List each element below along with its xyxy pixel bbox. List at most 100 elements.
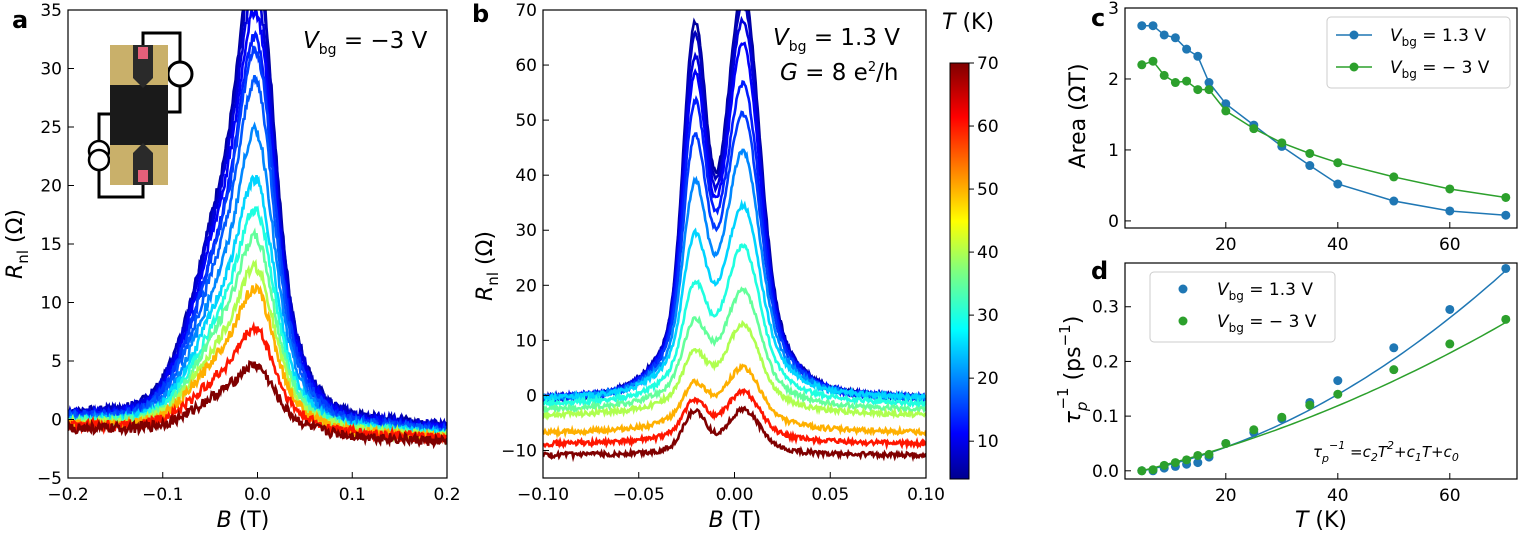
y-tick-label: 1 [1108,141,1119,161]
point-c-0-13 [1445,206,1455,216]
colorbar-tick-label: 20 [977,369,999,389]
point-d-0-12 [1389,343,1399,353]
point-c-0-7 [1221,99,1231,109]
panel-d-ylabel: τp−1 (ps−1) [1054,316,1091,425]
x-tick-label: 0.05 [811,485,849,505]
y-tick-label: 10 [515,331,537,351]
panel-a-xlabel: B (T) [217,508,270,533]
panel-c-ylabel: Area (ΩT) [1066,63,1091,168]
colorbar-tick-label: 60 [977,117,999,137]
panel-d-xlabel: T (K) [1295,508,1347,533]
colorbar-tick-label: 50 [977,180,999,200]
point-d-1-2 [1159,460,1169,470]
panel-b-g-annotation: G = 8 e2/h [780,60,898,86]
panel-b-xlabel: B (T) [709,508,762,533]
y-tick-label: 10 [40,294,62,314]
panel-d: 20 40 60 0.0 0.1 0.2 0.3 Vbg = 1.3 V Vbg = − 3… [1054,257,1518,533]
panel-c-ticks: 20 40 60 0 1 2 3 [1108,0,1460,255]
panel-b-ticks: −0.10 −0.05 0.00 0.05 0.10 −10 0 10 20 30 40 50 60 70 [501,1,945,505]
panel-d-label: d [1091,257,1108,285]
panel-c-legend: Vbg = 1.3 V Vbg = − 3 V [1326,16,1511,89]
point-d-1-9 [1277,412,1287,422]
point-c-1-2 [1159,70,1169,80]
point-c-1-0 [1137,60,1147,70]
y-tick-label: 0 [526,386,537,406]
x-tick-label: −0.05 [613,485,665,505]
x-tick-label: −0.2 [47,485,88,505]
panel-a-label: a [12,6,28,34]
curve-b-T13 [543,79,926,404]
panel-d-frame [1124,262,1518,480]
point-c-0-4 [1182,44,1192,54]
point-d-1-10 [1305,400,1315,410]
point-c-0-2 [1159,30,1169,40]
point-c-1-14 [1501,192,1511,202]
x-tick-label: 0.1 [339,485,366,505]
y-tick-label: 0.3 [1092,298,1119,318]
y-tick-label: 30 [40,60,62,80]
colorbar-tick-label: 10 [977,432,999,452]
y-tick-label: −5 [37,469,62,489]
point-c-0-0 [1137,21,1147,31]
y-tick-label: 15 [40,235,62,255]
panel-a: −0.2 −0.1 0.0 0.1 0.2 −5 0 5 10 15 20 25 30 35 Vbg = … [3,1,461,533]
fit-d-1 [1141,321,1507,472]
panel-b-curves [543,10,926,463]
point-d-1-12 [1389,365,1399,375]
curve-b-T50 [543,362,926,440]
curve-b-T25 [543,198,926,404]
legend-c-series1: Vbg = 1.3 V [1390,26,1486,49]
x-tick-label: 0.0 [244,485,271,505]
point-c-1-8 [1249,124,1259,134]
fit-d-0 [1141,270,1507,472]
y-tick-label: 0.0 [1092,462,1119,482]
curve-b-T70 [543,405,926,463]
y-tick-label: 2 [1108,70,1119,90]
y-tick-label: 60 [515,56,537,76]
panel-d-ticks: 20 40 60 0.0 0.1 0.2 0.3 [1092,298,1461,506]
point-c-1-6 [1204,85,1214,95]
point-c-1-3 [1170,78,1180,88]
x-tick-label: 40 [1327,235,1349,255]
legend-d-series2: Vbg = − 3 V [1217,312,1317,335]
colorbar-title: T (K) [942,10,994,35]
point-c-0-6 [1204,78,1214,88]
point-c-0-11 [1333,179,1343,189]
point-c-1-9 [1277,138,1287,148]
x-tick-label: −0.10 [517,485,569,505]
x-tick-label: 0.10 [907,485,945,505]
y-tick-label: 0 [1108,212,1119,232]
x-tick-label: 60 [1439,486,1461,506]
point-c-0-1 [1148,21,1158,31]
point-d-1-11 [1333,389,1343,399]
point-d-0-11 [1333,376,1343,386]
point-d-1-5 [1193,450,1203,460]
point-c-0-12 [1389,196,1399,206]
point-d-1-0 [1137,466,1147,476]
legend-d-series1: Vbg = 1.3 V [1217,280,1313,303]
point-d-0-13 [1445,304,1455,314]
point-d-1-13 [1445,339,1455,349]
colorbar: 10 20 30 40 50 60 70 T (K) [942,10,999,480]
y-tick-label: 3 [1108,0,1119,19]
panel-d-plot [1137,263,1511,476]
fit-formula: τp−1 =c2T2+c1T+c0 [1313,439,1459,465]
point-d-1-14 [1501,314,1511,324]
point-d-0-5 [1193,458,1203,468]
panel-c: 20 40 60 0 1 2 3 Vbg = 1.3 V Vbg = − 3 V c Are… [1066,0,1518,255]
panel-b-vbg-annotation: Vbg = 1.3 V [773,25,900,55]
point-d-1-7 [1221,438,1231,448]
legend-c-series2: Vbg = − 3 V [1390,58,1490,81]
x-tick-label: 20 [1215,486,1237,506]
y-tick-label: 0.1 [1092,407,1119,427]
y-tick-label: 35 [40,1,62,21]
panel-a-ticks: −0.2 −0.1 0.0 0.1 0.2 −5 0 5 10 15 20 25 30 35 [37,1,461,505]
curve-a-T70 [68,360,447,450]
y-tick-label: 70 [515,1,537,21]
y-tick-label: 25 [40,118,62,138]
y-tick-label: 0.2 [1092,352,1119,372]
point-c-1-1 [1148,56,1158,66]
curve-b-T40 [543,319,926,421]
panel-b: −0.10 −0.05 0.00 0.05 0.10 −10 0 10 20 30 40 50 60 70… [472,0,945,533]
